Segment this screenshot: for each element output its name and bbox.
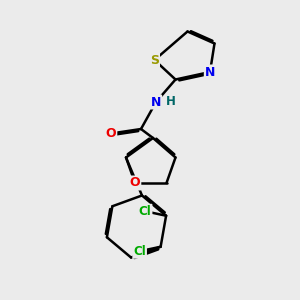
Text: H: H <box>166 95 176 108</box>
Text: N: N <box>151 95 161 109</box>
Text: Cl: Cl <box>139 205 152 218</box>
Text: Cl: Cl <box>133 245 146 258</box>
Text: O: O <box>106 127 116 140</box>
Text: O: O <box>130 176 140 190</box>
Text: N: N <box>205 65 215 79</box>
Text: S: S <box>150 53 159 67</box>
